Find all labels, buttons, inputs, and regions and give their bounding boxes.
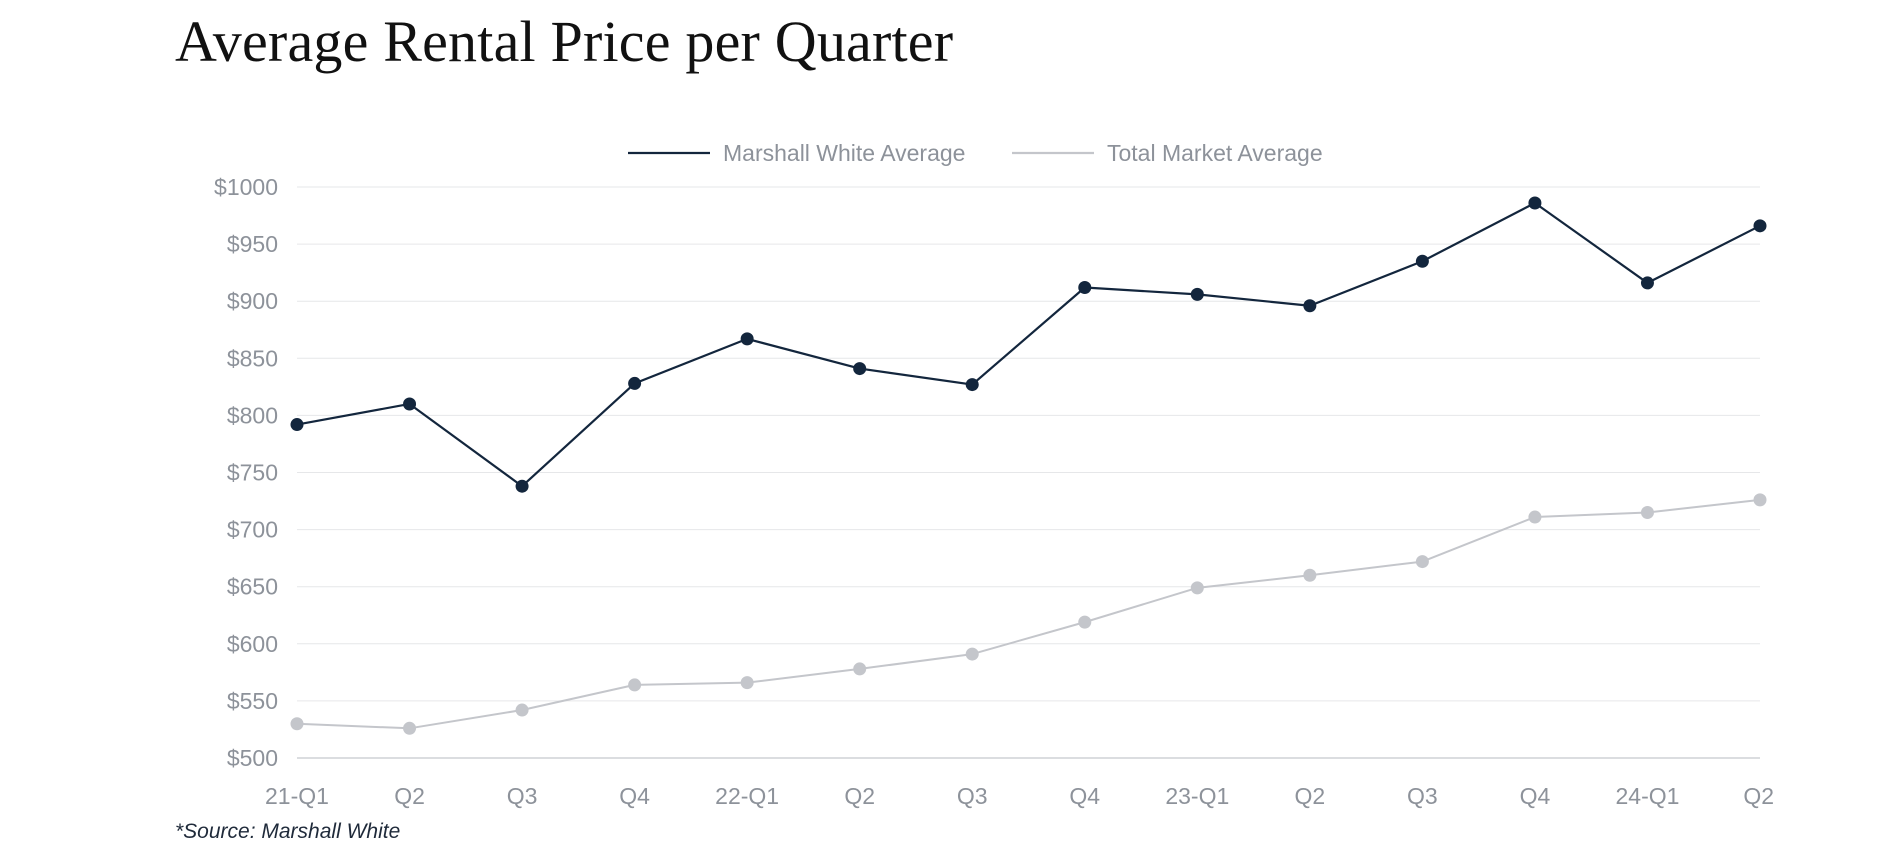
x-tick-label: Q4 <box>1520 783 1551 809</box>
x-tick-label: Q3 <box>957 783 988 809</box>
x-tick-label: 21-Q1 <box>265 783 329 809</box>
data-point <box>1640 276 1654 290</box>
series-line <box>296 498 1761 730</box>
y-tick-label: $650 <box>227 574 278 600</box>
source-note: *Source: Marshall White <box>175 820 401 843</box>
data-point <box>1640 505 1654 519</box>
legend-label: Marshall White Average <box>723 140 965 166</box>
data-point <box>740 676 754 690</box>
data-point <box>515 479 529 493</box>
chart-title: Average Rental Price per Quarter <box>175 9 954 74</box>
data-point <box>1190 581 1204 595</box>
x-tick-label: Q4 <box>619 783 650 809</box>
grid-lines <box>297 186 1760 759</box>
data-point <box>515 703 529 717</box>
y-tick-label: $550 <box>227 688 278 714</box>
x-tick-label: 24-Q1 <box>1615 783 1679 809</box>
x-tick-label: 22-Q1 <box>715 783 779 809</box>
data-point <box>1528 510 1542 524</box>
legend-label: Total Market Average <box>1107 140 1323 166</box>
series-line <box>296 201 1761 488</box>
x-tick-label: Q2 <box>1295 783 1326 809</box>
y-tick-label: $700 <box>227 517 278 543</box>
x-tick-label: Q4 <box>1069 783 1100 809</box>
x-tick-label: Q3 <box>1407 783 1438 809</box>
y-tick-label: $950 <box>227 231 278 257</box>
data-point <box>965 378 979 392</box>
y-tick-label: $900 <box>227 288 278 314</box>
y-tick-label: $600 <box>227 631 278 657</box>
data-point <box>1078 280 1092 294</box>
data-point <box>965 647 979 661</box>
data-point <box>1415 254 1429 268</box>
y-tick-label: $850 <box>227 345 278 371</box>
data-point <box>853 662 867 676</box>
y-tick-label: $1000 <box>214 174 278 200</box>
x-tick-label: 23-Q1 <box>1165 783 1229 809</box>
data-point <box>1528 196 1542 210</box>
y-axis: $500 $550 $600 $650 $700 $750 $800 $850 $900 $950… <box>214 174 278 771</box>
data-point <box>1078 615 1092 629</box>
x-axis: 21-Q1 Q2 Q3 Q4 22-Q1 Q2 Q3 Q4 23-Q1 Q2 Q3 Q4 24-Q1 Q2 <box>265 783 1774 809</box>
data-point <box>853 362 867 376</box>
x-tick-label: Q3 <box>507 783 538 809</box>
data-point <box>628 678 642 692</box>
data-point <box>403 721 417 735</box>
data-point <box>1415 555 1429 569</box>
data-point <box>740 332 754 346</box>
y-tick-label: $800 <box>227 402 278 428</box>
legend: Marshall White Average Total Market Avera… <box>628 140 1323 166</box>
data-point <box>290 717 304 731</box>
data-point <box>1303 299 1317 313</box>
data-point <box>403 397 417 411</box>
x-tick-label: Q2 <box>394 783 425 809</box>
y-tick-label: $750 <box>227 460 278 486</box>
data-point <box>1753 493 1767 507</box>
data-point <box>628 376 642 390</box>
data-point <box>290 418 304 432</box>
data-point <box>1303 568 1317 582</box>
data-point <box>1190 287 1204 301</box>
y-tick-label: $500 <box>227 745 278 771</box>
data-point <box>1753 219 1767 233</box>
x-tick-label: Q2 <box>844 783 875 809</box>
series-plot <box>290 196 1767 735</box>
x-tick-label: Q2 <box>1743 783 1774 809</box>
